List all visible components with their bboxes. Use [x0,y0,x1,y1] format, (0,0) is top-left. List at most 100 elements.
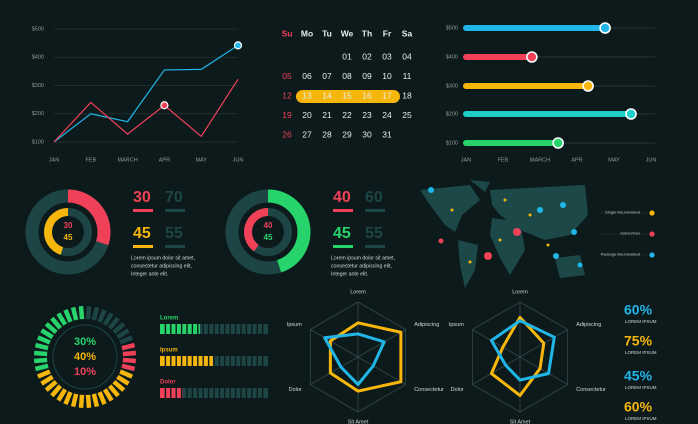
stat-label: LOREM IPSUM [625,385,657,390]
radar-axis-label: Ipsum [449,322,464,328]
gauge-segment [91,393,100,408]
map-legend-dot [649,210,655,216]
calendar-day: 13 [302,90,312,100]
continent [555,255,585,278]
legend-underline [365,245,385,248]
gauge-segment [50,384,63,398]
stat-value: 75% [624,333,653,349]
description: Lorem ipsum dolor sit amet, [331,255,395,261]
calendar-day: 05 [282,71,292,81]
gauge-segment [63,309,73,323]
highlight-pill [296,90,400,103]
map-dot [503,198,507,202]
map-dot [528,213,532,217]
calendar-day: 03 [382,51,392,61]
progress-gap [197,356,199,366]
progress-gap [164,356,167,366]
progress-gap [229,324,231,334]
y-tick-label: $200 [446,111,458,117]
gauge-segment [70,393,79,408]
x-tick-label: FEB [85,157,96,163]
radar-spoke [357,356,406,385]
radar-spoke [357,329,406,358]
weekday-header: Tu [322,28,332,38]
gauge-segment [70,306,79,321]
x-tick-label: MARCH [530,157,550,163]
progress-gap [191,388,194,398]
progress-gap [180,388,183,398]
radar-spoke [310,329,359,358]
x-tick-label: JUN [233,157,244,163]
legend-underline [365,209,385,212]
weekday-header: Th [362,28,372,38]
map-dot [484,252,492,260]
map-legend-label: Subscribes [620,231,640,236]
x-tick-label: APR [571,157,582,163]
progress-gap [175,388,177,398]
gauge-segment [50,316,63,330]
map-legend-label: Package Neurotasked [601,252,640,257]
map-dot [498,238,502,242]
progress-gap [256,388,258,398]
gauge-segment [102,312,114,326]
calendar-day: 25 [402,110,412,120]
gauge-segment [56,388,68,402]
continent [458,240,478,288]
progress-gap [197,324,199,334]
map-dot [468,260,472,264]
legend-underline [133,245,153,248]
center-value: 30 [64,221,73,230]
map-legend-label: Single Neurotasked [605,210,640,215]
calendar-day: 26 [282,129,292,139]
x-tick-label: JAN [49,157,59,163]
bar-end-marker [582,80,594,92]
progress-gap [202,388,204,398]
legend-value: 30 [133,189,151,206]
progress-gap [186,388,188,398]
map-dot [537,207,543,213]
point-marker [233,41,243,50]
progress-gap [256,356,258,366]
center-value: 45 [264,233,273,242]
legend-value: 70 [165,189,183,206]
ring-arc [267,189,311,273]
continent [420,185,480,232]
progress-gap [175,356,177,366]
gauge-segment [85,305,92,320]
progress-gap [218,324,221,334]
radar-axis-label: Consectetur [576,387,606,393]
calendar-day: 06 [302,71,312,81]
gauge-segment [119,369,133,379]
calendar-day: 27 [302,129,312,139]
radar-spoke [310,356,359,385]
gauge-label: 40% [74,351,96,363]
progress-gap [261,388,264,398]
gauge-segment [44,379,58,392]
gauge-segment [33,350,48,357]
map-dot [546,243,550,247]
gauge-segment [37,369,51,379]
progress-gap [245,324,248,334]
radar-axis-label: Ipsum [287,322,302,328]
ring-arc [67,189,111,246]
y-tick-label: $400 [446,54,458,60]
calendar-day: 12 [282,90,292,100]
progress-gap [229,388,231,398]
gauge-segment [33,357,48,364]
x-tick-label: JUN [646,157,657,163]
progress-gap [191,356,194,366]
map-legend-dot [649,231,655,237]
legend-value: 55 [365,225,383,242]
gauge-segment [121,363,136,372]
stat-value: 60% [624,399,653,415]
progress-gap [207,356,210,366]
stat-label: LOREM IPSUM [625,416,657,421]
legend-underline [333,209,353,212]
progress-gap [170,356,172,366]
calendar-day: 14 [322,90,332,100]
x-tick-label: APR [159,157,170,163]
point-marker [160,101,169,110]
map-dot [571,229,577,235]
radar-axis-label: Dolor [289,387,302,393]
